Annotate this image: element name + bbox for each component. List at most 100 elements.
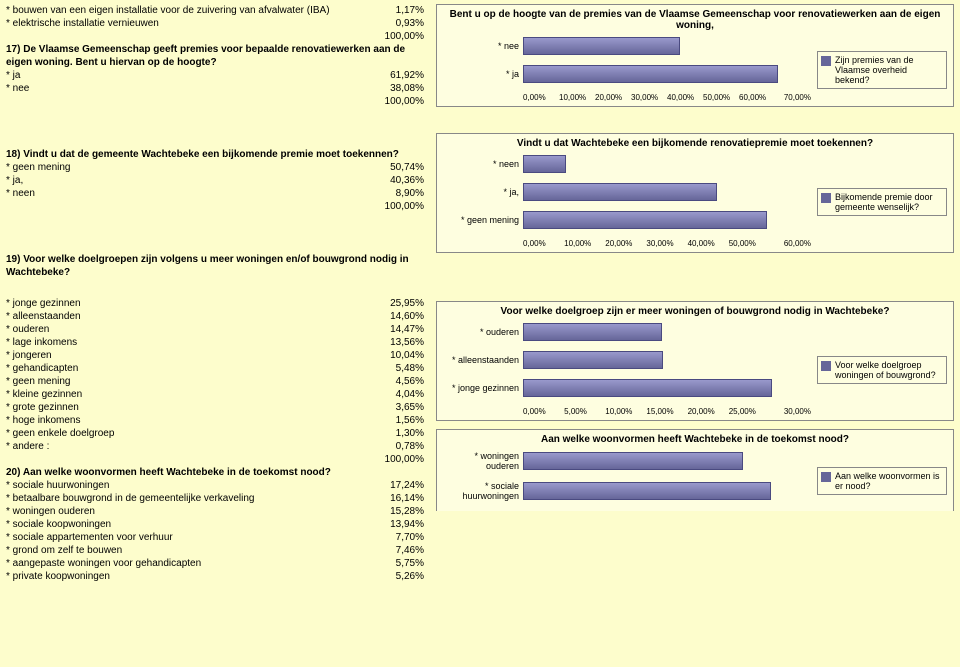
data-row: * grote gezinnen3,65%	[6, 401, 424, 414]
data-row: * andere :0,78%	[6, 440, 424, 453]
row-value: 1,56%	[372, 414, 424, 427]
row-value: 1,17%	[372, 4, 424, 17]
row-label: * gehandicapten	[6, 362, 372, 375]
axis-tick: 0,00%	[523, 407, 564, 416]
data-row: * geen enkele doelgroep1,30%	[6, 427, 424, 440]
row-value: 25,95%	[372, 297, 424, 310]
chart20: Aan welke woonvormen heeft Wachtebeke in…	[436, 429, 954, 511]
row-value: 0,78%	[372, 440, 424, 453]
axis-tick: 40,00%	[688, 239, 729, 248]
row-label	[6, 30, 372, 43]
bar-row: * ja	[443, 65, 811, 83]
data-row: * jonge gezinnen25,95%	[6, 297, 424, 310]
row-value: 0,93%	[372, 17, 424, 30]
data-row: * jongeren10,04%	[6, 349, 424, 362]
row-label: * grond om zelf te bouwen	[6, 544, 372, 557]
axis-tick: 50,00%	[703, 93, 739, 102]
bar-track	[523, 37, 811, 55]
axis-tick: 5,00%	[564, 407, 605, 416]
row-label: * andere :	[6, 440, 372, 453]
legend-swatch	[821, 56, 831, 66]
row-value: 7,70%	[372, 531, 424, 544]
chart-title: Voor welke doelgroep zijn er meer woning…	[443, 306, 947, 317]
axis-tick: 25,00%	[729, 407, 770, 416]
data-row: * sociale koopwoningen13,94%	[6, 518, 424, 531]
row-value: 61,92%	[372, 69, 424, 82]
row-value: 5,48%	[372, 362, 424, 375]
row-value: 50,74%	[372, 161, 424, 174]
right-column: Bent u op de hoogte van de premies van d…	[430, 0, 960, 587]
row-label: * sociale koopwoningen	[6, 518, 372, 531]
bar-label: * sociale huurwoningen	[443, 481, 523, 501]
axis-tick: 50,00%	[729, 239, 770, 248]
bar	[523, 452, 743, 470]
row-label	[6, 200, 372, 213]
bar	[523, 351, 663, 369]
page: * bouwen van een eigen installatie voor …	[0, 0, 960, 587]
bar	[523, 211, 767, 229]
chart-area: * ouderen* alleenstaanden* jonge gezinne…	[443, 323, 811, 416]
row-value: 8,90%	[372, 187, 424, 200]
data-row: * ja,40,36%	[6, 174, 424, 187]
data-row: 100,00%	[6, 200, 424, 213]
bar-row: * ouderen	[443, 323, 811, 341]
row-value: 38,08%	[372, 82, 424, 95]
data-row: * ja61,92%	[6, 69, 424, 82]
bar-label: * woningen ouderen	[443, 451, 523, 471]
row-label: * ouderen	[6, 323, 372, 336]
bar-label: * nee	[443, 41, 523, 51]
bar-row: * nee	[443, 37, 811, 55]
chart-axis: 0,00%10,00%20,00%30,00%40,00%50,00%60,00…	[443, 93, 811, 102]
chart-body: * woningen ouderen * sociale huurwoningen…	[443, 451, 947, 511]
bar-row: * ja,	[443, 183, 811, 201]
row-value: 3,65%	[372, 401, 424, 414]
bar-row: * alleenstaanden	[443, 351, 811, 369]
q18-rows: * geen mening50,74%* ja,40,36%* neen8,90…	[6, 161, 424, 213]
data-row: * nee38,08%	[6, 82, 424, 95]
axis-tick: 60,00%	[770, 239, 811, 248]
axis-tick: 0,00%	[523, 93, 559, 102]
bar	[523, 155, 566, 173]
data-row: * sociale huurwoningen17,24%	[6, 479, 424, 492]
q18-title: 18) Vindt u dat de gemeente Wachtebeke e…	[6, 148, 424, 161]
axis-tick: 30,00%	[631, 93, 667, 102]
row-label: * geen mening	[6, 375, 372, 388]
axis-tick: 0,00%	[523, 239, 564, 248]
bar-track	[523, 183, 811, 201]
chart-title: Bent u op de hoogte van de premies van d…	[443, 9, 947, 31]
left-column: * bouwen van een eigen installatie voor …	[0, 0, 430, 587]
chart-body: * nee* ja0,00%10,00%20,00%30,00%40,00%50…	[443, 37, 947, 102]
chart19: Voor welke doelgroep zijn er meer woning…	[436, 301, 954, 421]
legend-text: Zijn premies van de Vlaamse overheid bek…	[835, 55, 943, 85]
row-value: 5,75%	[372, 557, 424, 570]
q20-rows: * sociale huurwoningen17,24%* betaalbare…	[6, 479, 424, 583]
bar-track	[523, 482, 811, 500]
row-value: 15,28%	[372, 505, 424, 518]
row-value: 100,00%	[372, 200, 424, 213]
data-row: * grond om zelf te bouwen7,46%	[6, 544, 424, 557]
axis-tick: 20,00%	[595, 93, 631, 102]
bar	[523, 183, 717, 201]
row-value: 13,56%	[372, 336, 424, 349]
chart-title: Vindt u dat Wachtebeke een bijkomende re…	[443, 138, 947, 149]
bar-label: * ja,	[443, 187, 523, 197]
bar-row: * geen mening	[443, 211, 811, 229]
legend-swatch	[821, 361, 831, 371]
row-label: * elektrische installatie vernieuwen	[6, 17, 372, 30]
chart-legend: Aan welke woonvormen is er nood?	[817, 467, 947, 495]
data-row: * bouwen van een eigen installatie voor …	[6, 4, 424, 17]
legend-text: Voor welke doelgroep woningen of bouwgro…	[835, 360, 943, 380]
row-value: 16,14%	[372, 492, 424, 505]
data-row: 100,00%	[6, 95, 424, 108]
row-label: * betaalbare bouwgrond in de gemeentelij…	[6, 492, 372, 505]
axis-tick: 15,00%	[646, 407, 687, 416]
row-value: 4,04%	[372, 388, 424, 401]
row-label: * nee	[6, 82, 372, 95]
row-value: 4,56%	[372, 375, 424, 388]
chart-legend: Voor welke doelgroep woningen of bouwgro…	[817, 356, 947, 384]
bar-track	[523, 452, 811, 470]
data-row: 100,00%	[6, 453, 424, 466]
bar	[523, 379, 772, 397]
bar	[523, 323, 662, 341]
bar-track	[523, 155, 811, 173]
